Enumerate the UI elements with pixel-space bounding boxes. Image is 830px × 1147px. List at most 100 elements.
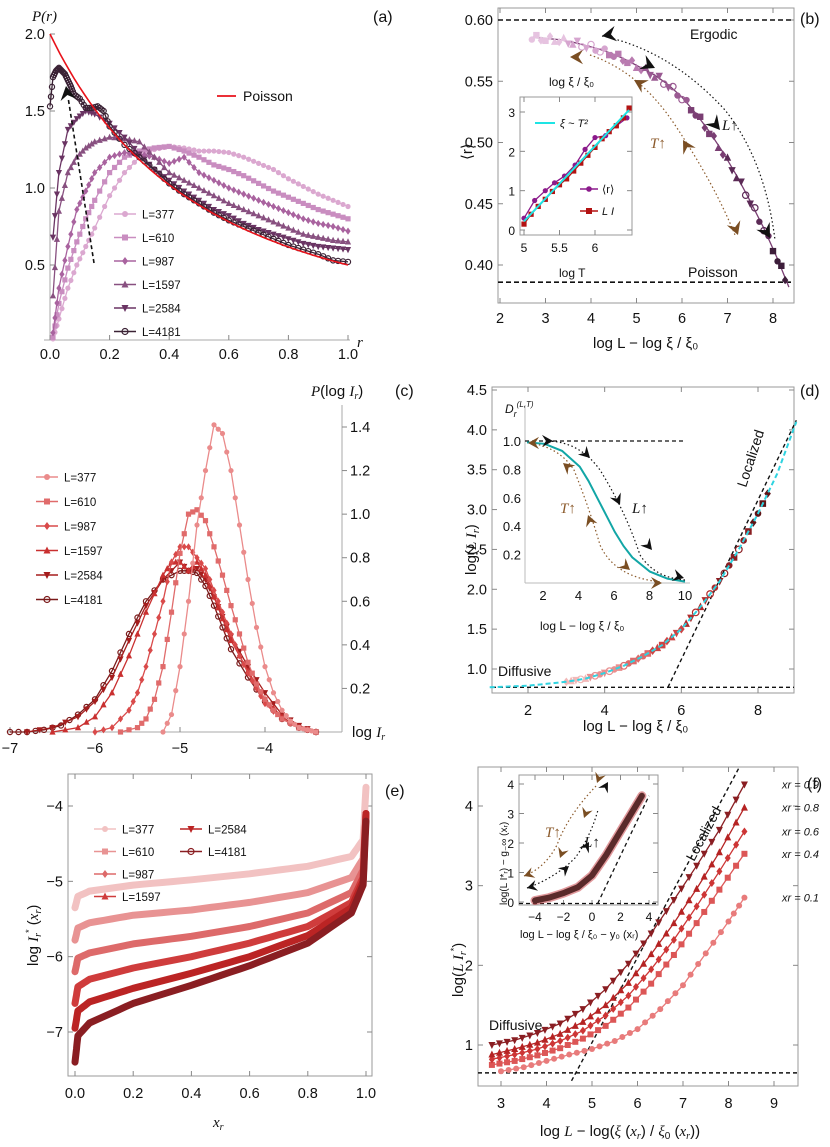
data-point: [142, 608, 150, 615]
c-legend-item: L=2584: [36, 571, 103, 583]
b-xtick-label: 6: [678, 311, 686, 327]
data-point: [579, 1017, 587, 1025]
data-point: [556, 1020, 564, 1028]
data-point: [161, 157, 167, 165]
data-point: [670, 919, 678, 927]
panel-d-ylabel: log(L Ir): [463, 524, 482, 575]
data-point: [700, 872, 708, 880]
data-point: [219, 608, 226, 616]
panel-b-axes: 2 3 4 5 6 7 8 0.40 0.45 0.50 0.55 0.60: [465, 7, 795, 327]
panel-e-label: (e): [385, 783, 405, 800]
panel-f-series-labels: xr = 0.1 xr = 0.4 xr = 0.6 xr = 0.8 xr = 0.9: [781, 779, 820, 904]
d-ytick-label: 4.5: [467, 383, 487, 399]
data-point: [102, 158, 108, 166]
data-point: [141, 143, 148, 150]
e-legend-item: L=2584: [180, 825, 247, 837]
f-ytick-label: 4: [465, 799, 473, 815]
data-point: [330, 236, 337, 243]
data-point: [295, 239, 302, 246]
data-point: [551, 1055, 558, 1062]
poisson-legend-label: Poisson: [243, 88, 293, 104]
data-point: [228, 630, 234, 638]
data-point: [121, 134, 128, 141]
L-arrow-icon: [639, 55, 655, 70]
d-ytick-label: 3.5: [467, 463, 487, 479]
data-point: [340, 201, 346, 208]
data-point: [67, 163, 74, 171]
data-point: [107, 193, 113, 199]
data-point: [617, 986, 625, 994]
panel-f-plot: −4 −2 0 2 4 0 1 2 3 4: [478, 765, 798, 1082]
data-point: [186, 150, 192, 156]
data-point: [160, 664, 166, 670]
f-inset: −4 −2 0 2 4 0 1 2 3 4: [507, 771, 659, 924]
data-point: [685, 896, 693, 904]
c-ytick-label: 0.2: [350, 681, 370, 697]
data-point: [50, 329, 56, 337]
data-point: [241, 645, 247, 651]
data-point: [134, 630, 141, 637]
data-point: [241, 549, 247, 555]
data-point: [225, 199, 232, 206]
data-point: [601, 45, 608, 52]
poisson-curve: [49, 33, 349, 266]
data-point: [345, 227, 351, 235]
data-point: [92, 197, 98, 203]
data-point: [573, 37, 582, 46]
L-arrow-icon: [756, 222, 770, 238]
data-point: [697, 113, 704, 120]
data-point: [111, 152, 118, 160]
panel-a-legend: L=377 L=610 L=987 L=1597 L=2584 L=4181: [114, 210, 181, 339]
legend-label: L=377: [142, 210, 174, 222]
data-point: [198, 559, 204, 567]
data-point: [121, 148, 128, 157]
data-point: [504, 1059, 511, 1066]
data-point: [220, 197, 227, 204]
data-point: [198, 565, 205, 572]
panel-f-axes: 3 4 5 6 7 8 9 1 2 3 4: [465, 766, 799, 1112]
panel-a: 0.0 0.2 0.4 0.6 0.8 1.0 0.5 1.0 1.5 2.0 P(r) r (a…: [25, 9, 393, 363]
data-point: [202, 571, 209, 578]
data-point: [89, 175, 95, 183]
data-point: [195, 184, 203, 191]
c-legend-item: L=987: [36, 522, 96, 534]
T-direction-path: [589, 54, 736, 236]
data-point: [270, 218, 277, 225]
e-legend-item: L=987: [94, 870, 154, 882]
data-point: [62, 295, 68, 301]
legend-label: L=4181: [64, 595, 103, 607]
data-point: [280, 192, 287, 198]
data-point: [325, 221, 331, 230]
legend-label: L=1597: [122, 892, 161, 904]
data-point: [585, 152, 591, 158]
data-point: [223, 626, 230, 633]
data-point: [300, 726, 306, 732]
data-point: [71, 248, 77, 254]
data-point: [131, 159, 138, 165]
data-point: [245, 659, 251, 665]
legend-label: L=1597: [64, 546, 103, 558]
f-ytick-label: 3: [465, 879, 473, 895]
data-point: [619, 1034, 626, 1041]
data-point: [746, 200, 754, 208]
data-point: [256, 160, 262, 166]
data-point: [151, 145, 157, 151]
data-point: [62, 719, 69, 726]
data-point: [700, 850, 708, 858]
data-point: [216, 163, 222, 170]
legend-marker: [586, 186, 592, 192]
data-point: [632, 969, 640, 977]
data-point: [283, 713, 289, 719]
data-point: [181, 631, 187, 637]
data-point: [190, 560, 196, 566]
data-point: [662, 929, 670, 937]
data-point: [168, 558, 175, 566]
d-xtick-label: 2: [524, 703, 532, 719]
data-point: [313, 729, 319, 735]
data-point: [519, 1056, 526, 1063]
data-point: [181, 531, 187, 537]
data-point: [100, 107, 107, 115]
L-arrow-icon: [598, 782, 608, 794]
data-point: [227, 636, 235, 644]
